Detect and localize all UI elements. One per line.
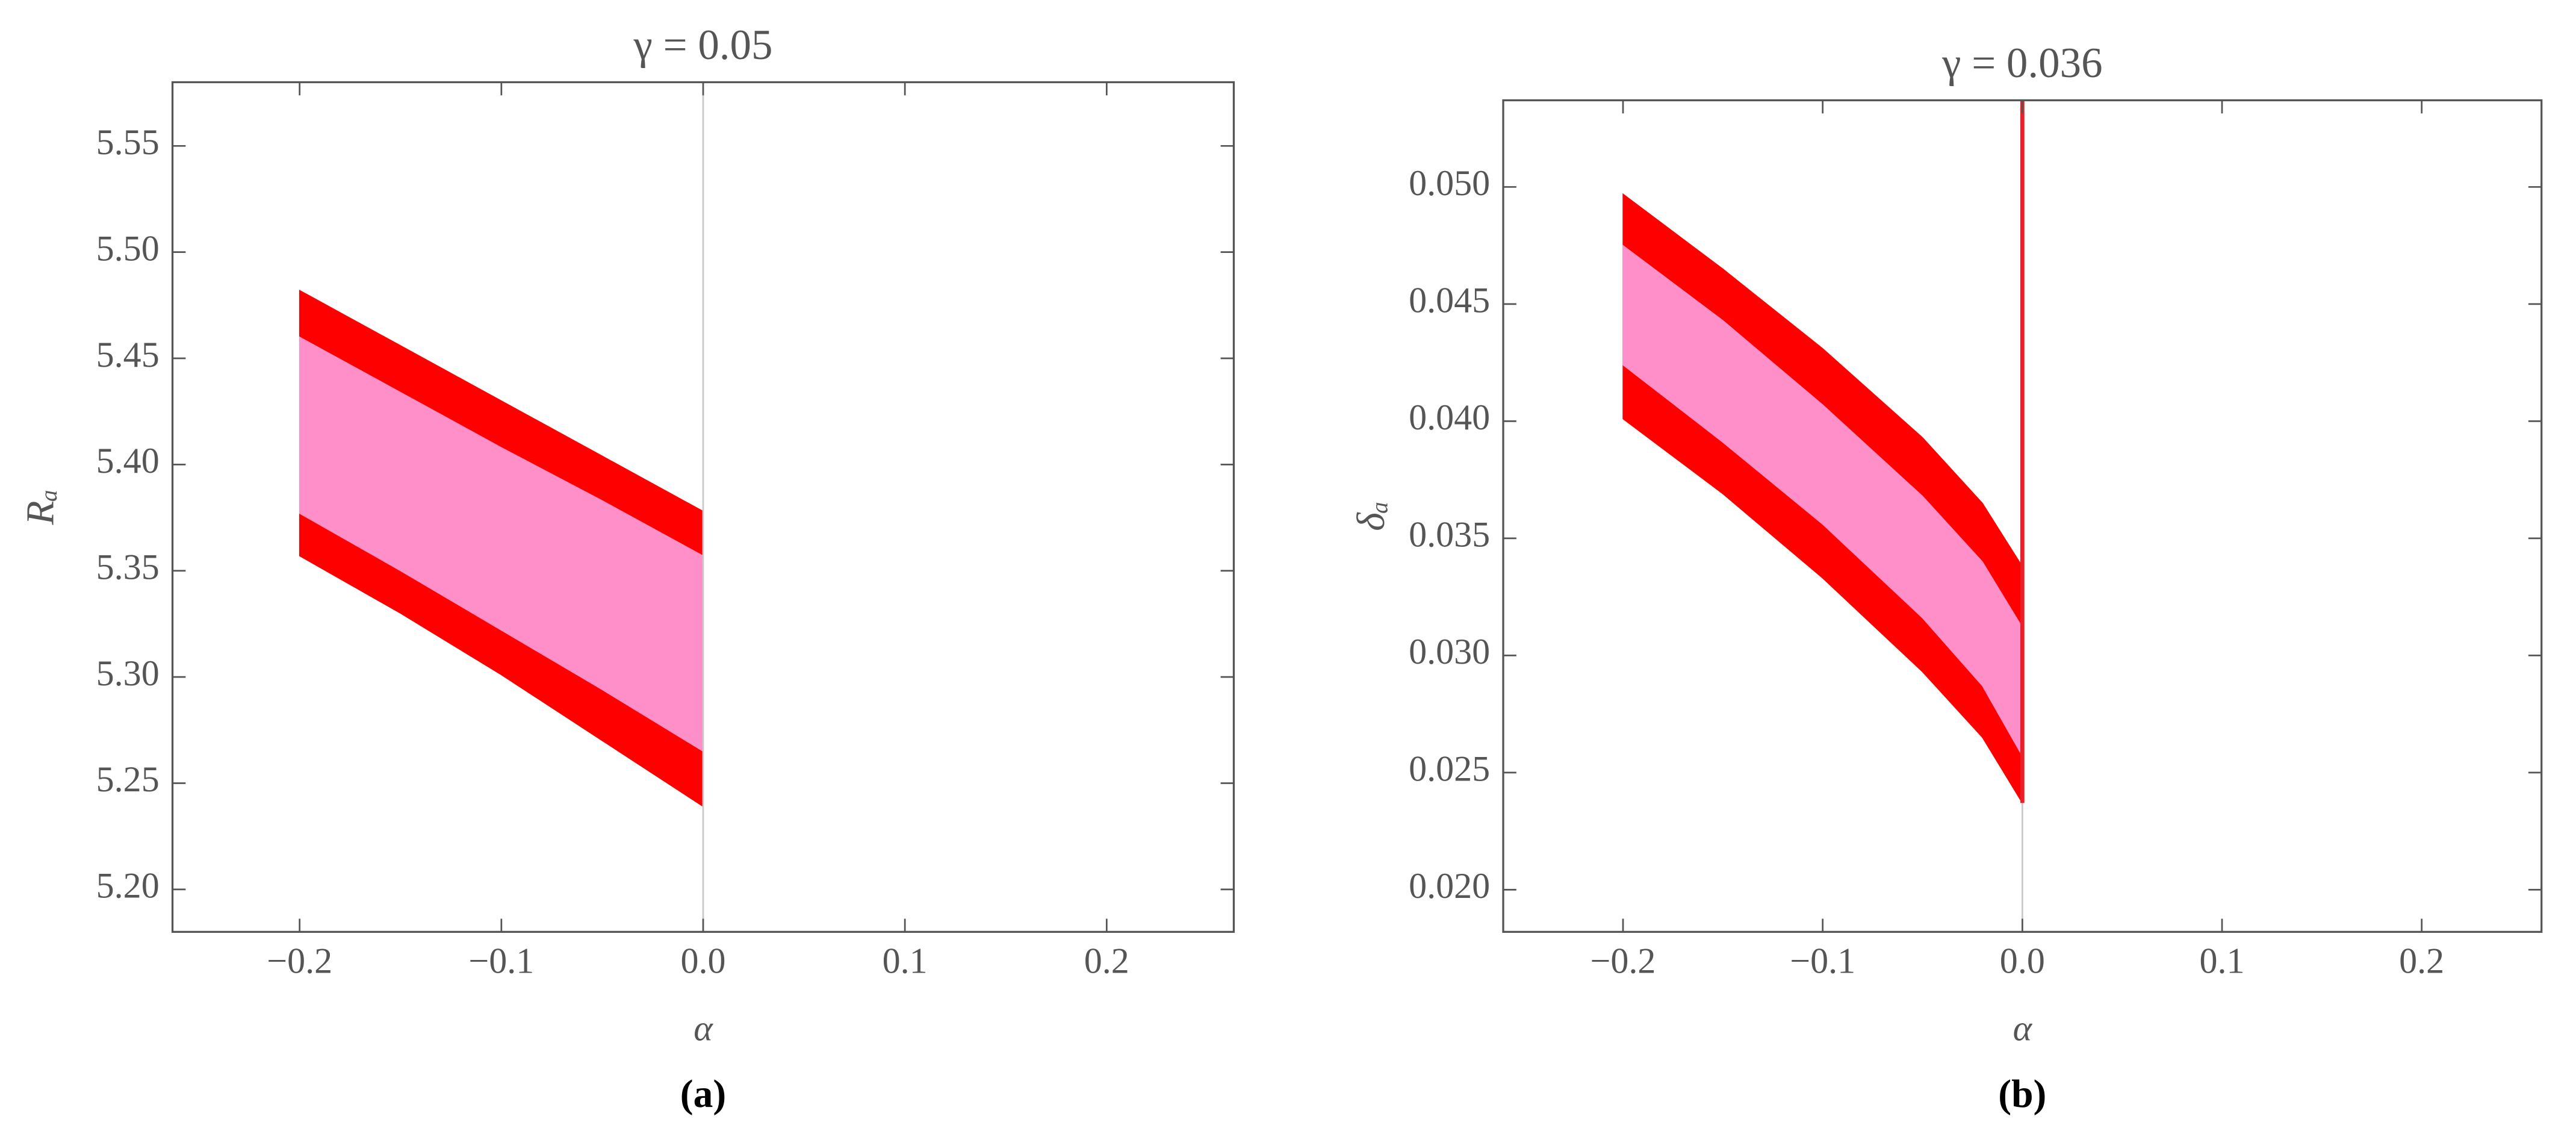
- x-axis-label: α: [694, 1009, 713, 1048]
- chart-title: γ = 0.036: [1941, 40, 2102, 87]
- y-tick-label: 5.40: [96, 441, 160, 481]
- y-tick-label: 0.030: [1409, 632, 1490, 671]
- band: [299, 336, 704, 752]
- x-tick-label: 0.0: [680, 941, 725, 981]
- y-tick-label: 5.35: [96, 547, 160, 587]
- y-tick-label: 0.040: [1409, 397, 1490, 437]
- x-tick-label: −0.1: [468, 941, 534, 981]
- y-tick-label: 5.25: [96, 759, 160, 799]
- y-tick-label: 5.20: [96, 866, 160, 906]
- x-tick-label: −0.2: [1591, 941, 1656, 981]
- y-axis-label: Rₐ: [19, 489, 63, 525]
- y-tick-label: 5.45: [96, 335, 160, 375]
- y-tick-label: 5.50: [96, 228, 160, 268]
- panel-label: (b): [1998, 1073, 2046, 1116]
- x-tick-label: −0.1: [1790, 941, 1855, 981]
- chart-title: γ = 0.05: [633, 22, 773, 69]
- y-tick-label: 0.025: [1409, 749, 1490, 789]
- panel-label: (a): [680, 1073, 726, 1116]
- x-tick-label: −0.2: [267, 941, 332, 981]
- x-tick-label: 0.2: [1084, 941, 1129, 981]
- y-tick-label: 5.30: [96, 653, 160, 693]
- y-tick-label: 0.045: [1409, 281, 1490, 320]
- x-tick-label: 0.2: [2399, 941, 2444, 981]
- y-axis-label: δₐ: [1350, 501, 1393, 531]
- x-axis-label: α: [2013, 1009, 2033, 1048]
- y-tick-label: 5.55: [96, 122, 160, 162]
- x-tick-label: 0.1: [2199, 941, 2244, 981]
- x-tick-label: 0.1: [883, 941, 928, 981]
- x-tick-label: 0.0: [2000, 941, 2045, 981]
- y-tick-label: 0.035: [1409, 515, 1490, 555]
- y-tick-label: 0.050: [1409, 163, 1490, 203]
- y-tick-label: 0.020: [1409, 866, 1490, 906]
